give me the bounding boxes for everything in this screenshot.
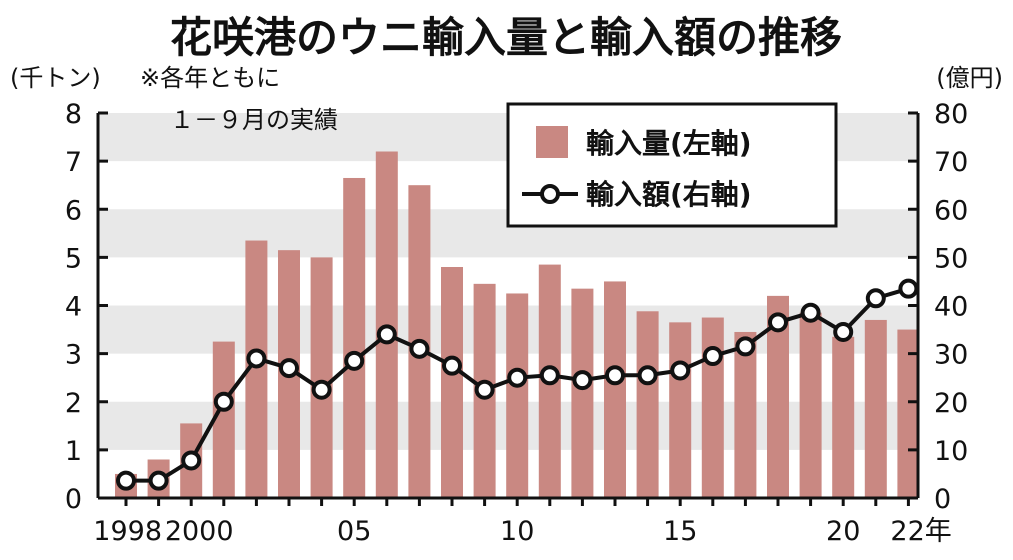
x-tick-label: 05: [337, 516, 371, 547]
bar-2014: [636, 311, 659, 498]
line-point-2021: [865, 288, 886, 309]
line-point-2003: [279, 358, 299, 379]
bar-2008: [441, 267, 463, 498]
line-point-2008: [442, 355, 462, 376]
line-point-2004: [311, 379, 332, 400]
bar-2010: [506, 293, 529, 498]
left-tick-label: 2: [65, 388, 82, 419]
bar-2002: [245, 240, 268, 498]
line-point-2019: [800, 302, 821, 323]
line-point-2014: [637, 365, 658, 386]
legend: 輸入量(左軸) 輸入額(右軸): [506, 102, 838, 228]
bar-2004: [310, 257, 333, 498]
chart-note-line-2: １－９月の実績: [170, 106, 338, 134]
right-tick-label: 10: [934, 436, 968, 467]
left-tick-label: 0: [65, 484, 82, 515]
right-tick-label: 30: [934, 340, 968, 371]
right-tick-label: 80: [934, 99, 968, 130]
left-tick-label: 4: [65, 292, 82, 323]
line-point-2013: [605, 365, 625, 386]
legend-box: [506, 102, 838, 228]
left-tick-label: 8: [65, 99, 82, 130]
left-tick-label: 5: [65, 243, 82, 274]
left-tick-label: 3: [65, 340, 82, 371]
line-point-2010: [507, 367, 528, 388]
x-tick-label: 1998: [93, 516, 162, 547]
line-point-2020: [833, 321, 854, 342]
line-point-2022: [898, 278, 919, 299]
legend-bar-swatch: [536, 126, 568, 158]
line-point-2016: [702, 346, 723, 367]
line-point-2002: [246, 348, 267, 369]
left-tick-label: 7: [65, 147, 82, 178]
line-point-2015: [670, 360, 691, 381]
line-point-1999: [148, 470, 169, 491]
legend-bar-label: 輸入量(左軸): [586, 127, 752, 160]
x-tick-label: 22年: [890, 516, 951, 547]
line-point-2001: [213, 391, 234, 412]
bar-2017: [734, 331, 757, 498]
legend-line-label: 輸入額(右軸): [586, 178, 752, 211]
right-axis-unit: (億円): [936, 64, 1003, 92]
line-point-2012: [572, 370, 593, 391]
x-tick-label: 20: [826, 516, 860, 547]
line-point-2017: [735, 336, 756, 357]
line-point-1998: [116, 470, 136, 491]
left-tick-label: 1: [65, 436, 82, 467]
line-point-2011: [539, 365, 560, 386]
right-tick-label: 0: [934, 484, 951, 515]
legend-line-marker: [540, 184, 560, 204]
bar-2001: [212, 341, 235, 498]
x-tick-label: 15: [663, 516, 697, 547]
left-axis-unit: (千トン): [10, 64, 101, 92]
right-tick-label: 40: [934, 292, 968, 323]
x-tick-label: 10: [500, 516, 534, 547]
line-point-2006: [376, 324, 397, 345]
bar-2018: [767, 295, 789, 498]
x-tick-label: 2000: [165, 516, 234, 547]
bar-2005: [343, 177, 366, 498]
bar-2020: [832, 336, 855, 498]
bar-2015: [669, 322, 692, 498]
bar-2013: [604, 281, 626, 498]
left-tick-label: 6: [65, 195, 82, 226]
bar-2019: [799, 312, 822, 498]
bar-2016: [701, 317, 724, 498]
chart-title: 花咲港のウニ輸入量と輸入額の推移: [170, 13, 842, 62]
bar-2022: [897, 329, 920, 498]
chart-note-line-1: ※各年ともに: [140, 64, 280, 92]
right-tick-label: 60: [934, 195, 968, 226]
bar-2012: [571, 288, 594, 498]
line-point-2005: [344, 350, 365, 371]
line-point-2007: [409, 338, 430, 359]
line-point-2000: [181, 450, 202, 471]
line-point-2018: [768, 312, 788, 333]
line-point-2009: [474, 379, 495, 400]
line-series: [116, 278, 919, 491]
right-tick-label: 70: [934, 147, 968, 178]
bar-2021: [864, 319, 887, 498]
right-tick-label: 20: [934, 388, 968, 419]
right-tick-label: 50: [934, 243, 968, 274]
